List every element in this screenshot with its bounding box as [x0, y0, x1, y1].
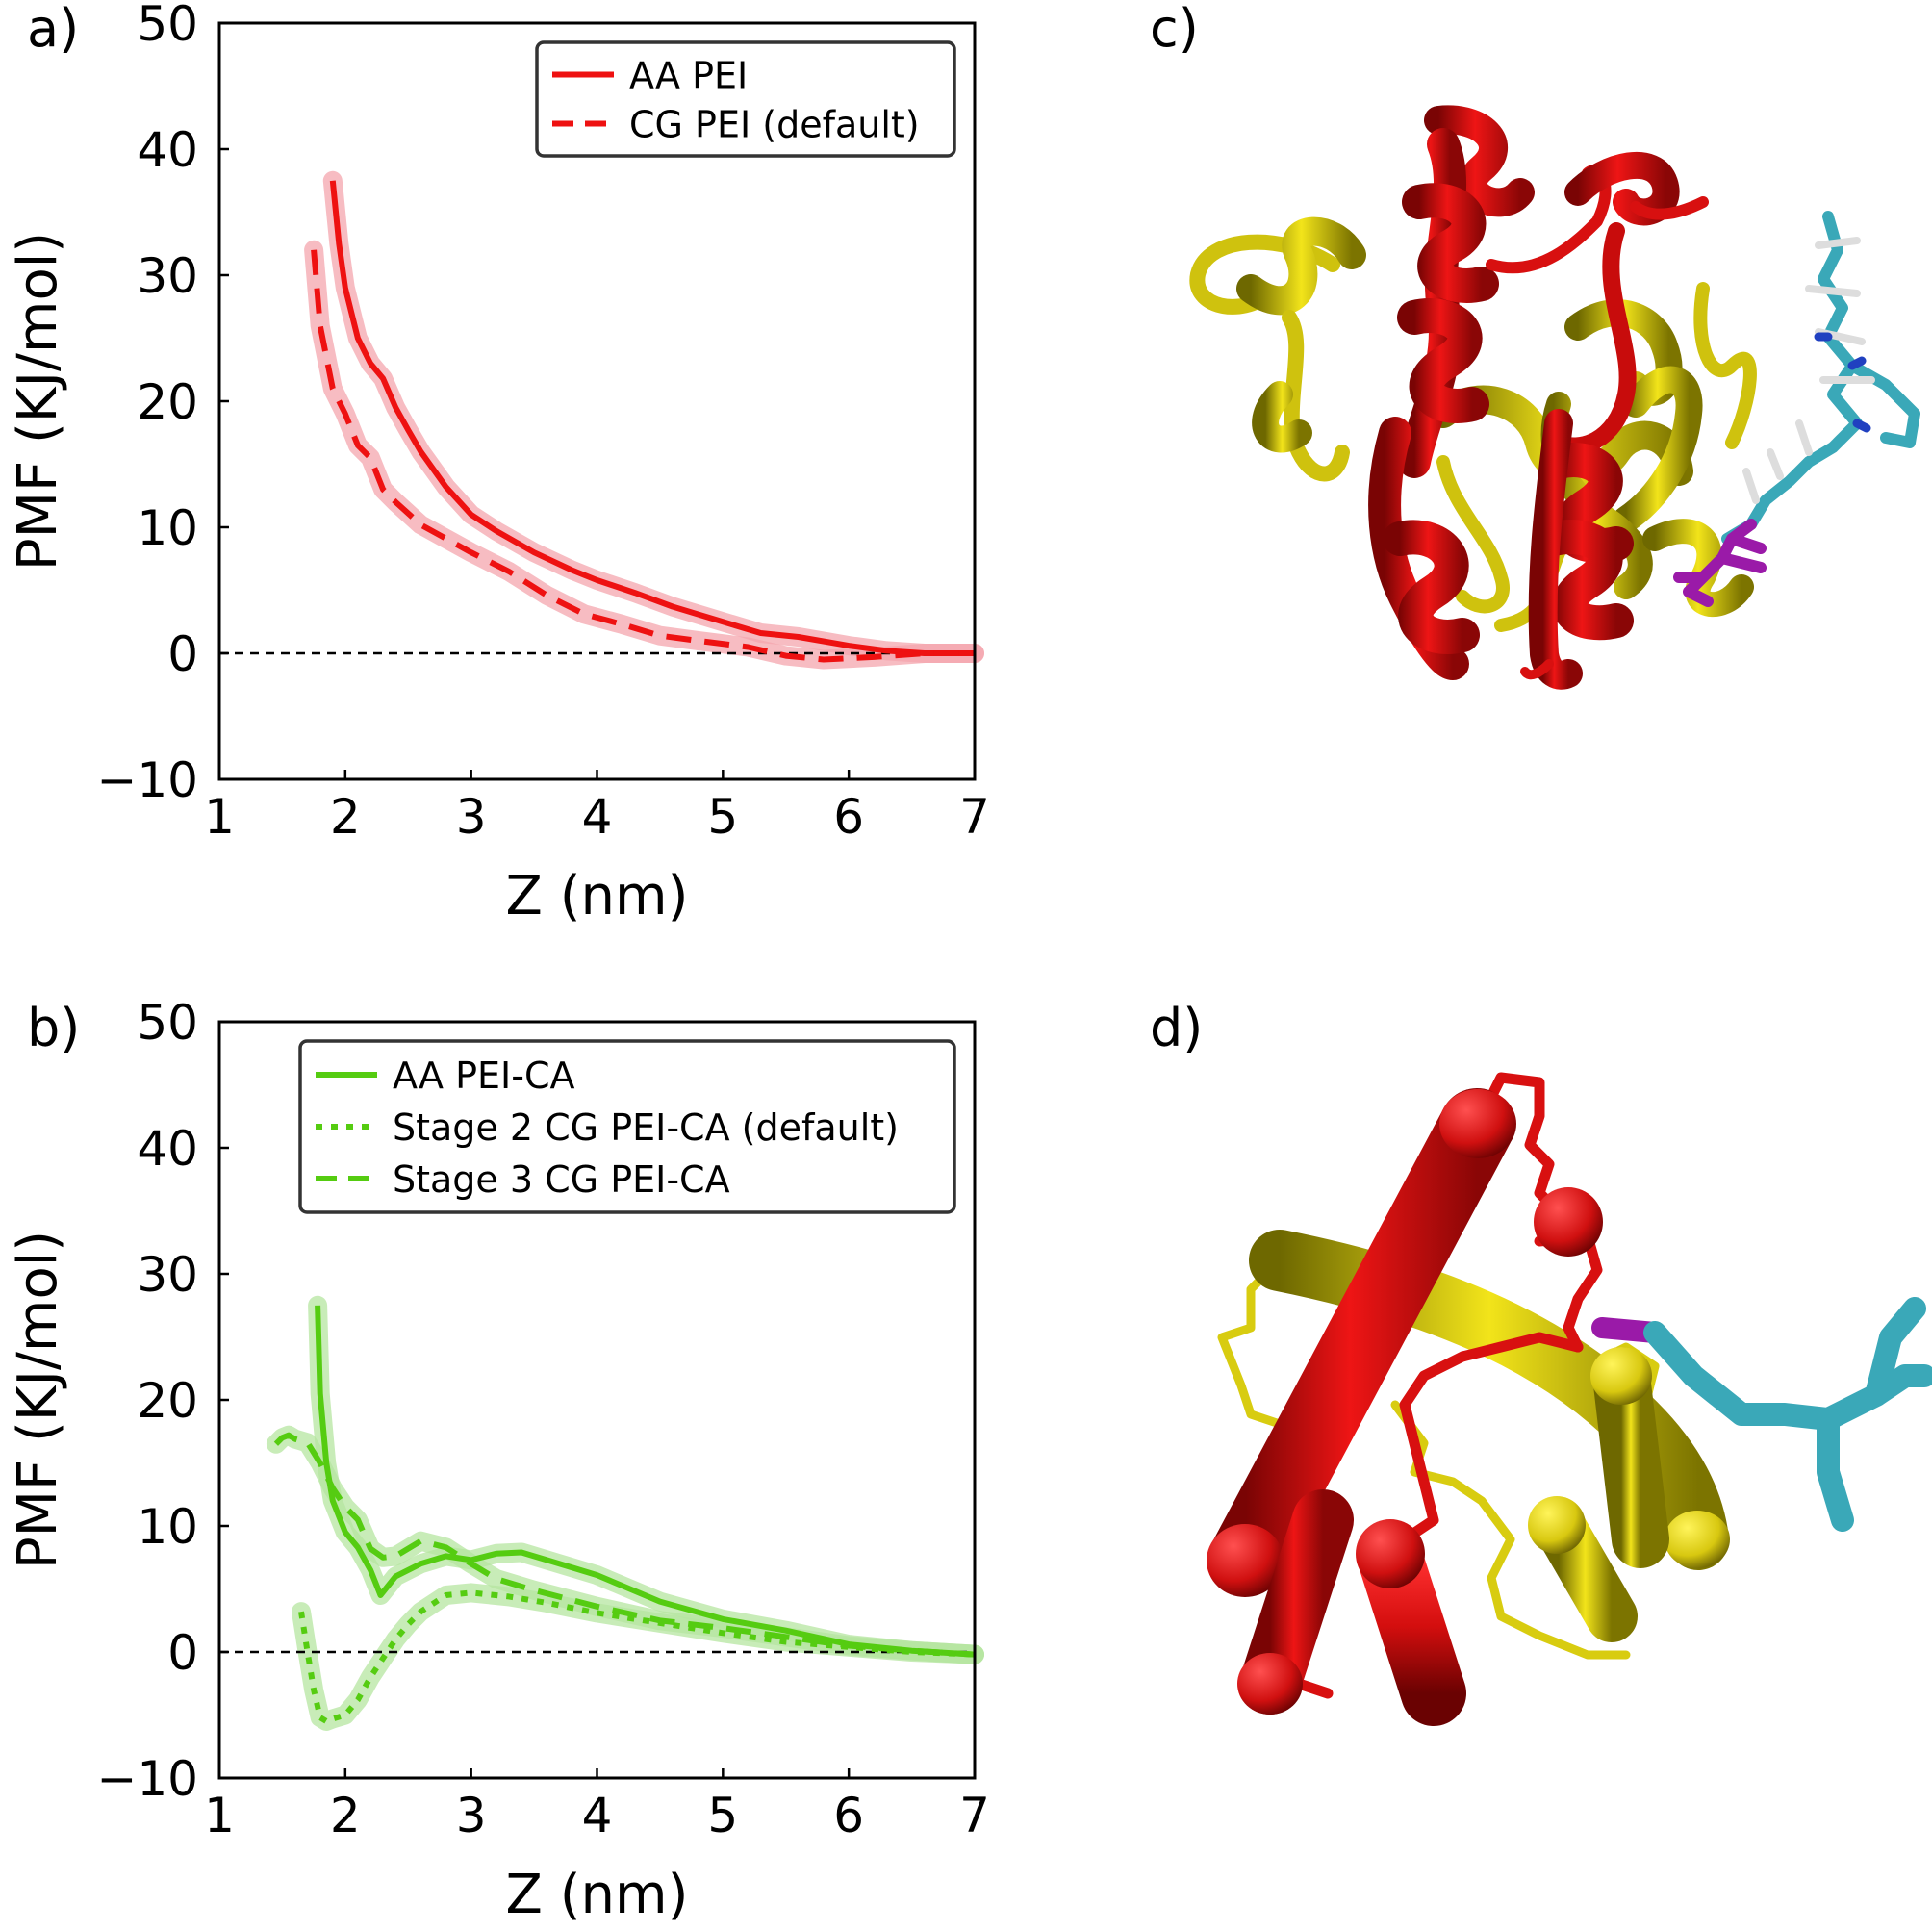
red-ball — [1534, 1187, 1603, 1257]
pmf-chart-pei-series — [311, 180, 975, 663]
y-tick-label: 50 — [137, 0, 198, 52]
pmf-chart-pei-ca: 1 2 3 4 5 6 7 −10 0 10 20 30 40 50 Z (nm) PMF (KJ/mol… — [7, 995, 990, 1926]
x-axis-label: Z (nm) — [506, 1864, 689, 1926]
y-axis-label: PMF (KJ/mol) — [7, 232, 69, 571]
x-axis-label: Z (nm) — [506, 865, 689, 927]
legend-label: AA PEI-CA — [393, 1054, 575, 1097]
y-tick-label: −10 — [96, 752, 198, 808]
legend-box — [298, 1039, 956, 1214]
yellow-cylinder-short-a-cap — [1590, 1347, 1652, 1405]
x-tick-label: 1 — [204, 1788, 235, 1843]
red-cylinder-long-cap — [1439, 1089, 1516, 1158]
y-tick-label: 20 — [137, 1373, 198, 1429]
series-line-3 — [273, 1432, 976, 1658]
x-tick-label: 3 — [456, 789, 487, 845]
pmf-chart-pei: 1 2 3 4 5 6 7 −10 0 10 20 30 40 50 Z (nm) PMF (KJ/mol… — [7, 0, 990, 927]
x-tick-label: 5 — [707, 789, 738, 845]
x-tick-label: 7 — [959, 789, 990, 845]
x-tick-label: 6 — [833, 1788, 864, 1843]
x-tick-label: 1 — [204, 789, 235, 845]
series-line-2 — [298, 1589, 976, 1724]
pmf-chart-pei-bands — [304, 170, 984, 670]
y-tick-label: 10 — [137, 500, 198, 556]
protein-cylinder-image — [1207, 1072, 1932, 1726]
yellow-cylinder-end — [1665, 1511, 1730, 1568]
pmf-chart-pei-ticks: 1 2 3 4 5 6 7 −10 0 10 20 30 40 50 — [96, 0, 989, 845]
x-tick-label: 3 — [456, 1788, 487, 1843]
legend: AA PEI-CA Stage 2 CG PEI-CA (default) Stag… — [298, 1039, 956, 1214]
legend-label: Stage 2 CG PEI-CA (default) — [393, 1106, 899, 1149]
red-cylinder-short-b-cap — [1356, 1519, 1425, 1588]
y-tick-label: 30 — [137, 248, 198, 304]
x-tick-label: 2 — [330, 789, 361, 845]
x-tick-label: 4 — [582, 1788, 613, 1843]
y-tick-label: 50 — [137, 995, 198, 1051]
x-tick-label: 7 — [959, 1788, 990, 1843]
pmf-chart-pei-ca-series — [273, 1305, 976, 1724]
y-tick-label: 0 — [167, 626, 198, 682]
panel-label-b: b) — [27, 998, 80, 1058]
panel-label-d: d) — [1150, 998, 1203, 1058]
legend-label: CG PEI (default) — [629, 104, 920, 146]
red-cylinder-long — [1208, 1088, 1514, 1596]
series-band-1 — [308, 1295, 984, 1664]
series-line-1 — [329, 180, 975, 656]
yellow-cylinder-short-b-cap — [1528, 1496, 1586, 1554]
ligand-stick — [1591, 1297, 1932, 1532]
pei-chain-ligand — [1673, 211, 1920, 607]
y-axis-label: PMF (KJ/mol) — [7, 1231, 69, 1569]
red-cylinder-long-end — [1207, 1524, 1284, 1597]
series-line-2 — [311, 249, 975, 663]
legend-box — [535, 40, 956, 158]
pmf-chart-pei-ca-ticks: 1 2 3 4 5 6 7 −10 0 10 20 30 40 50 — [96, 995, 989, 1843]
series-band-3 — [266, 1425, 984, 1664]
panel-label-c: c) — [1150, 0, 1199, 59]
red-helices — [1368, 105, 1709, 690]
red-cylinder-short-a-cap — [1237, 1653, 1303, 1715]
legend: AA PEI CG PEI (default) — [535, 40, 956, 158]
y-tick-label: 40 — [137, 1121, 198, 1177]
legend-label: AA PEI — [629, 55, 748, 97]
y-tick-label: −10 — [96, 1751, 198, 1807]
panel-label-a: a) — [27, 0, 79, 59]
y-tick-label: 30 — [137, 1247, 198, 1303]
y-tick-label: 40 — [137, 122, 198, 178]
y-tick-label: 0 — [167, 1625, 198, 1681]
x-tick-label: 6 — [833, 789, 864, 845]
protein-ribbon-image — [1189, 105, 1920, 690]
x-tick-label: 4 — [582, 789, 613, 845]
series-band-1 — [322, 170, 984, 663]
x-tick-label: 5 — [707, 1788, 738, 1843]
series-line-1 — [315, 1305, 976, 1658]
legend-label: Stage 3 CG PEI-CA — [393, 1158, 730, 1201]
y-tick-label: 20 — [137, 374, 198, 430]
x-tick-label: 2 — [330, 1788, 361, 1843]
y-tick-label: 10 — [137, 1499, 198, 1555]
